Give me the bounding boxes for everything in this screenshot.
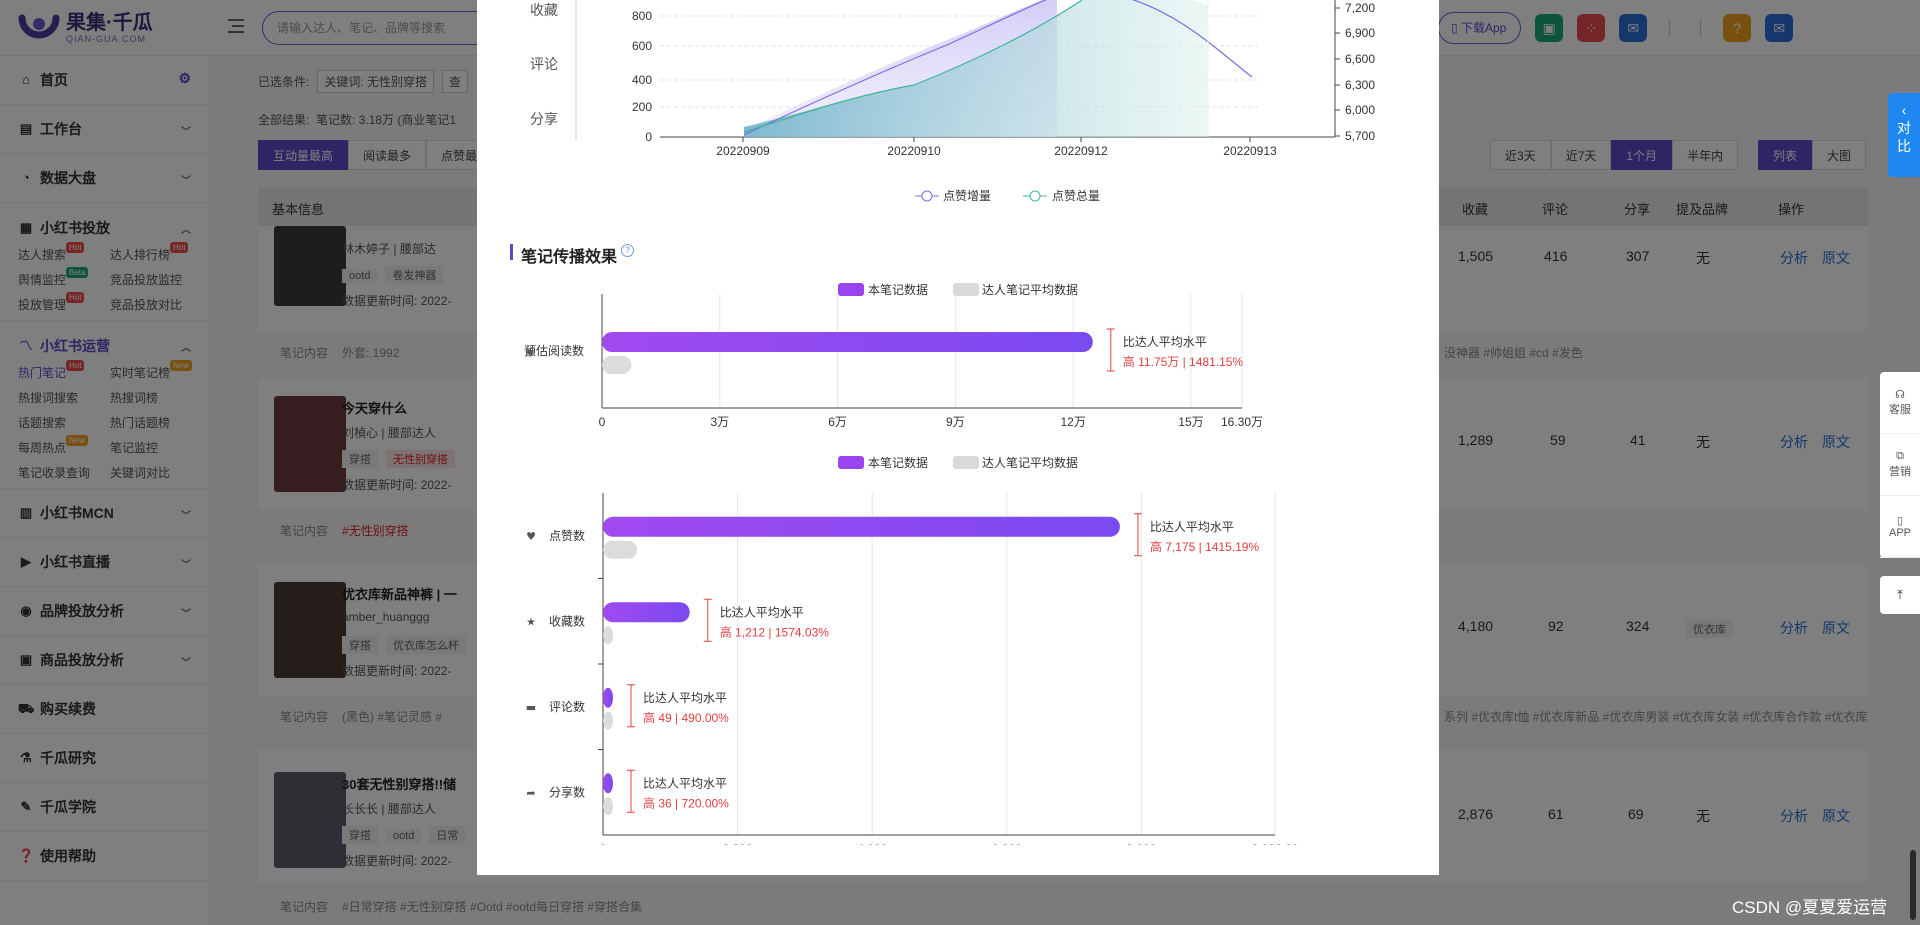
- chart-icon: ⧉: [1896, 450, 1904, 462]
- total-area: [744, 0, 1208, 137]
- info-icon[interactable]: ?: [621, 244, 634, 257]
- bar-this-note: [603, 516, 1120, 537]
- compare-label: 比达人平均水平: [643, 691, 727, 705]
- like-trend-chart: 800 600 400 200 0 7,200 6,900 6,600 6,300 6,000 5,…: [575, 0, 1375, 203]
- headset-icon: ☊: [1895, 389, 1905, 401]
- bar-this-note: [602, 332, 1093, 352]
- x-tick: 12万: [1060, 415, 1085, 429]
- category-icon: ♥: [526, 530, 536, 543]
- x-tick: 0: [600, 842, 607, 845]
- float-toolbar: ☊ 客服 ⧉ 营销 ▯ APP: [1880, 372, 1920, 558]
- scrollbar[interactable]: [1910, 850, 1916, 920]
- section-title: 笔记传播效果: [521, 249, 618, 266]
- y-left-tick: 400: [632, 73, 652, 87]
- y-left-tick: 800: [632, 9, 652, 23]
- x-tick: 9,986.60: [1252, 842, 1299, 845]
- legend-increment-marker: [921, 190, 933, 202]
- legend-total: 点赞总量: [1052, 189, 1100, 203]
- y-right-tick: 5,700: [1345, 129, 1375, 143]
- left-label-fav: 收藏: [530, 2, 558, 18]
- compare-value: 高 7,175 | 1415.19%: [1150, 539, 1260, 554]
- x-tick: 3万: [710, 415, 729, 429]
- x-tick: 2,000: [723, 842, 753, 845]
- phone-icon: ▯: [1896, 515, 1904, 527]
- x-tick: 8,000: [1126, 842, 1156, 845]
- compare-value: 高 49 | 490.00%: [643, 710, 729, 725]
- y-right-tick: 7,200: [1345, 1, 1375, 15]
- bar-avg: [603, 540, 638, 559]
- legend-increment: 点赞增量: [943, 189, 991, 203]
- compare-label: 比达人平均水平: [720, 605, 804, 619]
- x-tick: 20220909: [716, 144, 770, 158]
- x-tick: 20220913: [1223, 144, 1277, 158]
- x-tick: 9万: [946, 415, 965, 429]
- legend-avg-swatch: [953, 456, 979, 469]
- legend-this: 本笔记数据: [868, 282, 928, 297]
- service-button[interactable]: ☊ 客服: [1880, 372, 1920, 434]
- compare-value: 高 1,212 | 1574.03%: [720, 624, 830, 639]
- y-left-tick: 0: [645, 130, 652, 144]
- y-left-tick: 600: [632, 39, 652, 53]
- interaction-compare-chart: 本笔记数据 达人笔记平均数据 0 2,000 4,000 6,000 8,000 9,986.…: [526, 455, 1299, 845]
- watermark: CSDN @夏夏爱运营: [1732, 898, 1888, 917]
- compare-label: 比达人平均水平: [1150, 520, 1234, 534]
- x-tick: 20220912: [1054, 144, 1108, 158]
- read-compare-chart: 本笔记数据 达人笔记平均数据 0 3万 6万 9万 12万 15万 16.30万 预估阅读数◉ 比达…: [524, 282, 1263, 429]
- back-to-top-button[interactable]: ⤒: [1880, 576, 1920, 614]
- y-right-tick: 6,300: [1345, 78, 1375, 92]
- category-label: 预估阅读数: [524, 343, 584, 358]
- increment-line: [743, 0, 1253, 136]
- compare-value: 高 11.75万 | 1481.15%: [1123, 354, 1244, 369]
- x-tick: 0: [599, 415, 606, 429]
- legend-this-swatch: [838, 456, 864, 469]
- arrow-up-icon: ⤒: [1897, 587, 1903, 602]
- x-tick: 15万: [1178, 415, 1203, 429]
- left-label-comment: 评论: [530, 56, 558, 72]
- x-tick: 16.30万: [1221, 415, 1263, 429]
- category-icon: ▬: [526, 701, 536, 714]
- bar-avg: [603, 797, 613, 816]
- legend-total-marker: [1029, 190, 1041, 202]
- category-icon: ★: [526, 615, 536, 628]
- total-line: [743, 0, 1083, 133]
- compare-label: 比达人平均水平: [643, 776, 727, 790]
- chevron-left-icon: ‹: [1901, 102, 1907, 118]
- compare-button[interactable]: ‹ 对比: [1888, 93, 1920, 177]
- legend-avg: 达人笔记平均数据: [982, 455, 1078, 470]
- note-analysis-modal: 800 600 400 200 0 7,200 6,900 6,600 6,300 6,000 5,…: [477, 0, 1439, 875]
- y-right-tick: 6,900: [1345, 26, 1375, 40]
- x-tick: 4,000: [857, 842, 887, 845]
- category-label: 收藏数: [549, 613, 585, 628]
- legend-avg-swatch: [953, 283, 979, 296]
- bar-avg: [603, 711, 613, 730]
- y-left-tick: 200: [632, 100, 652, 114]
- x-tick: 20220910: [887, 144, 941, 158]
- category-label: 评论数: [549, 699, 585, 714]
- x-tick: 6,000: [992, 842, 1022, 845]
- bar-avg: [602, 356, 632, 374]
- app-button[interactable]: ▯ APP: [1880, 496, 1920, 558]
- category-label: 点赞数: [549, 528, 585, 543]
- bar-avg: [603, 626, 613, 645]
- category-label: 分享数: [549, 784, 585, 799]
- y-right-tick: 6,600: [1345, 52, 1375, 66]
- left-label-share: 分享: [530, 111, 558, 127]
- legend-this-swatch: [838, 283, 864, 296]
- compare-value: 高 36 | 720.00%: [643, 795, 729, 810]
- legend-this: 本笔记数据: [868, 455, 928, 470]
- category-icon: ◉: [525, 345, 535, 358]
- y-right-tick: 6,000: [1345, 103, 1375, 117]
- category-icon: ➦: [526, 786, 535, 799]
- bar-this-note: [603, 773, 613, 794]
- legend-avg: 达人笔记平均数据: [982, 282, 1078, 297]
- bar-this-note: [603, 602, 690, 623]
- compare-label: 比达人平均水平: [1123, 335, 1207, 349]
- x-tick: 6万: [828, 415, 847, 429]
- bar-this-note: [603, 687, 613, 708]
- marketing-button[interactable]: ⧉ 营销: [1880, 434, 1920, 496]
